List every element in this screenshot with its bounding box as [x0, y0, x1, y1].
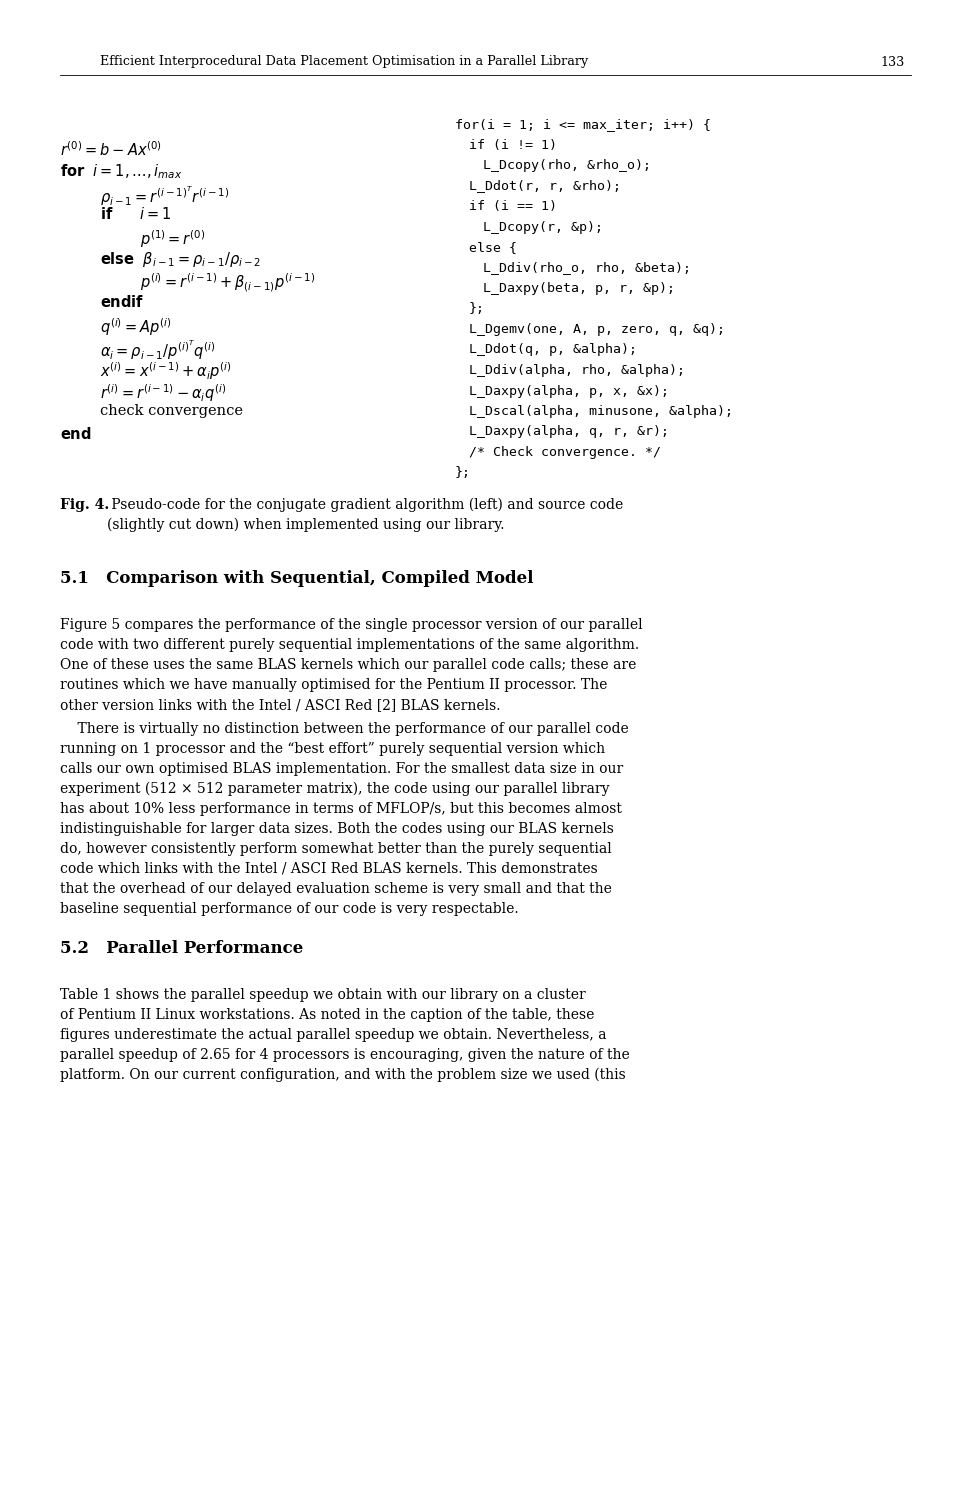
- Text: 5.1   Comparison with Sequential, Compiled Model: 5.1 Comparison with Sequential, Compiled…: [60, 570, 533, 586]
- Text: indistinguishable for larger data sizes. Both the codes using our BLAS kernels: indistinguishable for larger data sizes.…: [60, 822, 614, 836]
- Text: L_Dcopy(rho, &rho_o);: L_Dcopy(rho, &rho_o);: [483, 159, 651, 172]
- Text: $r^{(0)} = b - Ax^{(0)}$: $r^{(0)} = b - Ax^{(0)}$: [60, 140, 162, 159]
- Text: $q^{(i)} = Ap^{(i)}$: $q^{(i)} = Ap^{(i)}$: [100, 316, 171, 338]
- Text: $\mathbf{if}$      $i = 1$: $\mathbf{if}$ $i = 1$: [100, 206, 171, 222]
- Text: that the overhead of our delayed evaluation scheme is very small and that the: that the overhead of our delayed evaluat…: [60, 882, 612, 896]
- Text: There is virtually no distinction between the performance of our parallel code: There is virtually no distinction betwee…: [60, 722, 629, 736]
- Text: if (i == 1): if (i == 1): [469, 200, 557, 213]
- Text: routines which we have manually optimised for the Pentium II processor. The: routines which we have manually optimise…: [60, 678, 608, 692]
- Text: Figure 5 compares the performance of the single processor version of our paralle: Figure 5 compares the performance of the…: [60, 618, 643, 632]
- Text: $\rho_{i-1} = r^{(i-1)^T}r^{(i-1)}$: $\rho_{i-1} = r^{(i-1)^T}r^{(i-1)}$: [100, 184, 229, 207]
- Text: $x^{(i)} = x^{(i-1)} + \alpha_i p^{(i)}$: $x^{(i)} = x^{(i-1)} + \alpha_i p^{(i)}$: [100, 360, 232, 381]
- Text: figures underestimate the actual parallel speedup we obtain. Nevertheless, a: figures underestimate the actual paralle…: [60, 1028, 607, 1042]
- Text: 133: 133: [880, 56, 904, 69]
- Text: };: };: [455, 466, 471, 480]
- Text: 5.2   Parallel Performance: 5.2 Parallel Performance: [60, 940, 303, 957]
- Text: other version links with the Intel / ASCI Red [2] BLAS kernels.: other version links with the Intel / ASC…: [60, 698, 500, 712]
- Text: do, however consistently perform somewhat better than the purely sequential: do, however consistently perform somewha…: [60, 842, 612, 856]
- Text: L_Dcopy(r, &p);: L_Dcopy(r, &p);: [483, 220, 603, 234]
- Text: L_Ddiv(alpha, rho, &alpha);: L_Ddiv(alpha, rho, &alpha);: [469, 364, 685, 376]
- Text: L_Ddot(q, p, &alpha);: L_Ddot(q, p, &alpha);: [469, 344, 637, 357]
- Text: baseline sequential performance of our code is very respectable.: baseline sequential performance of our c…: [60, 902, 519, 916]
- Text: Fig. 4.: Fig. 4.: [60, 498, 110, 512]
- Text: Efficient Interprocedural Data Placement Optimisation in a Parallel Library: Efficient Interprocedural Data Placement…: [100, 56, 588, 69]
- Text: $\mathbf{else}$  $\beta_{i-1} = \rho_{i-1}/\rho_{i-2}$: $\mathbf{else}$ $\beta_{i-1} = \rho_{i-1…: [100, 251, 261, 268]
- Text: $r^{(i)} = r^{(i-1)} - \alpha_i q^{(i)}$: $r^{(i)} = r^{(i-1)} - \alpha_i q^{(i)}$: [100, 382, 226, 404]
- Text: L_Daxpy(alpha, p, x, &x);: L_Daxpy(alpha, p, x, &x);: [469, 384, 669, 398]
- Text: L_Dgemv(one, A, p, zero, q, &q);: L_Dgemv(one, A, p, zero, q, &q);: [469, 322, 725, 336]
- Text: One of these uses the same BLAS kernels which our parallel code calls; these are: One of these uses the same BLAS kernels …: [60, 658, 636, 672]
- Text: check convergence: check convergence: [100, 404, 243, 418]
- Text: $\mathbf{endif}$: $\mathbf{endif}$: [100, 294, 145, 310]
- Text: calls our own optimised BLAS implementation. For the smallest data size in our: calls our own optimised BLAS implementat…: [60, 762, 623, 776]
- Text: $\alpha_i = \rho_{i-1}/p^{(i)^T}q^{(i)}$: $\alpha_i = \rho_{i-1}/p^{(i)^T}q^{(i)}$: [100, 338, 216, 362]
- Text: of Pentium II Linux workstations. As noted in the caption of the table, these: of Pentium II Linux workstations. As not…: [60, 1008, 594, 1022]
- Text: L_Daxpy(beta, p, r, &p);: L_Daxpy(beta, p, r, &p);: [483, 282, 675, 296]
- Text: $\mathbf{end}$: $\mathbf{end}$: [60, 426, 91, 442]
- Text: /* Check convergence. */: /* Check convergence. */: [469, 446, 661, 459]
- Text: L_Daxpy(alpha, q, r, &r);: L_Daxpy(alpha, q, r, &r);: [469, 426, 669, 438]
- Text: for(i = 1; i <= max_iter; i++) {: for(i = 1; i <= max_iter; i++) {: [455, 118, 711, 130]
- Text: Pseudo-code for the conjugate gradient algorithm (left) and source code
(slightl: Pseudo-code for the conjugate gradient a…: [107, 498, 623, 532]
- Text: L_Dscal(alpha, minusone, &alpha);: L_Dscal(alpha, minusone, &alpha);: [469, 405, 733, 418]
- Text: L_Ddiv(rho_o, rho, &beta);: L_Ddiv(rho_o, rho, &beta);: [483, 261, 691, 274]
- Text: $p^{(1)} = r^{(0)}$: $p^{(1)} = r^{(0)}$: [140, 228, 206, 249]
- Text: $\mathbf{for}$  $i = 1,\ldots,i_{max}$: $\mathbf{for}$ $i = 1,\ldots,i_{max}$: [60, 162, 183, 180]
- Text: experiment (512 × 512 parameter matrix), the code using our parallel library: experiment (512 × 512 parameter matrix),…: [60, 782, 610, 796]
- Text: Table 1 shows the parallel speedup we obtain with our library on a cluster: Table 1 shows the parallel speedup we ob…: [60, 988, 586, 1002]
- Text: has about 10% less performance in terms of MFLOP/s, but this becomes almost: has about 10% less performance in terms …: [60, 802, 621, 816]
- Text: parallel speedup of 2.65 for 4 processors is encouraging, given the nature of th: parallel speedup of 2.65 for 4 processor…: [60, 1048, 630, 1062]
- Text: $p^{(i)} = r^{(i-1)} + \beta_{(i-1)}p^{(i-1)}$: $p^{(i)} = r^{(i-1)} + \beta_{(i-1)}p^{(…: [140, 272, 316, 294]
- Text: code which links with the Intel / ASCI Red BLAS kernels. This demonstrates: code which links with the Intel / ASCI R…: [60, 862, 598, 876]
- Text: };: };: [469, 303, 485, 315]
- Text: L_Ddot(r, r, &rho);: L_Ddot(r, r, &rho);: [469, 180, 621, 192]
- Text: running on 1 processor and the “best effort” purely sequential version which: running on 1 processor and the “best eff…: [60, 742, 605, 756]
- Text: else {: else {: [469, 242, 517, 254]
- Text: if (i != 1): if (i != 1): [469, 138, 557, 152]
- Text: platform. On our current configuration, and with the problem size we used (this: platform. On our current configuration, …: [60, 1068, 625, 1083]
- Text: code with two different purely sequential implementations of the same algorithm.: code with two different purely sequentia…: [60, 638, 639, 652]
